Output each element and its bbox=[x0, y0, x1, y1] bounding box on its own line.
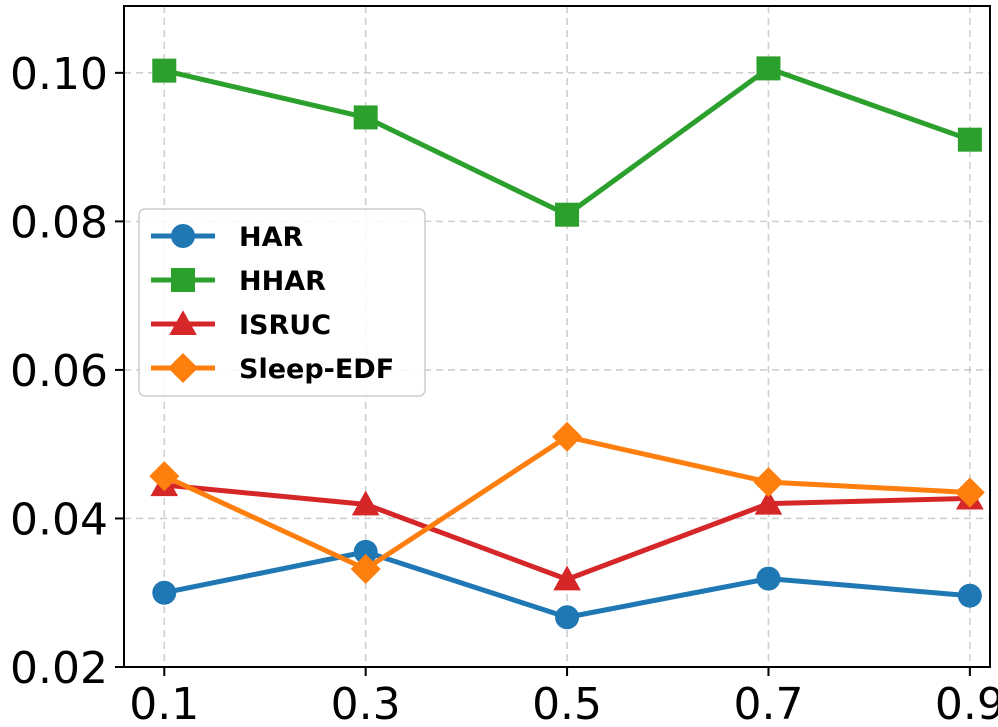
data-point bbox=[552, 421, 583, 452]
y-tick-label: 0.08 bbox=[10, 197, 108, 248]
legend-marker bbox=[171, 268, 195, 292]
x-tick-label: 0.5 bbox=[532, 679, 602, 727]
legend-marker bbox=[169, 310, 197, 336]
legend-marker bbox=[171, 224, 195, 248]
series-sleep-edf bbox=[149, 421, 985, 584]
y-tick-label: 0.06 bbox=[10, 346, 108, 397]
axes-layer: 0.1 0.3 0.5 0.7 0.9 0.02 0.04 0.06 0.08 0.10 bbox=[10, 5, 998, 727]
data-point bbox=[957, 583, 982, 608]
legend-box bbox=[138, 208, 426, 397]
legend-label: ISRUC bbox=[239, 310, 331, 341]
data-point bbox=[553, 565, 581, 591]
data-point bbox=[756, 56, 781, 81]
legend-marker bbox=[168, 353, 198, 383]
data-point bbox=[152, 580, 177, 605]
x-tick-label: 0.3 bbox=[331, 679, 401, 727]
data-point bbox=[754, 489, 783, 515]
data-point bbox=[353, 105, 378, 130]
data-point bbox=[555, 202, 580, 227]
legend-item-isruc: ISRUC bbox=[151, 310, 331, 341]
data-point bbox=[957, 127, 982, 152]
series-layer bbox=[149, 56, 985, 630]
legend-item-har: HAR bbox=[151, 222, 303, 253]
x-tick-label: 0.9 bbox=[935, 679, 998, 727]
legend-label: HAR bbox=[239, 222, 303, 253]
legend-item-hhar: HHAR bbox=[151, 266, 326, 297]
data-point bbox=[753, 467, 784, 498]
legend-label: HHAR bbox=[239, 266, 326, 297]
legend-label: Sleep-EDF bbox=[239, 354, 394, 385]
x-tick-label: 0.7 bbox=[733, 679, 803, 727]
x-tick-label: 0.1 bbox=[129, 679, 199, 727]
data-point bbox=[351, 490, 380, 516]
legend-item-sleep-edf: Sleep-EDF bbox=[151, 353, 394, 385]
series-har bbox=[152, 539, 982, 630]
y-tick-label: 0.10 bbox=[10, 49, 108, 100]
data-point bbox=[149, 461, 180, 492]
data-point bbox=[756, 566, 781, 591]
plot-frame bbox=[123, 5, 991, 668]
y-tick-label: 0.02 bbox=[10, 643, 108, 694]
data-point bbox=[152, 58, 177, 83]
data-point bbox=[555, 605, 580, 630]
data-point bbox=[954, 477, 985, 508]
legend: HAR HHAR ISRUC Sleep-EDF bbox=[138, 208, 426, 397]
data-point bbox=[353, 539, 378, 564]
y-tick-label: 0.04 bbox=[10, 494, 108, 545]
data-point bbox=[350, 553, 381, 584]
series-hhar bbox=[152, 56, 982, 227]
